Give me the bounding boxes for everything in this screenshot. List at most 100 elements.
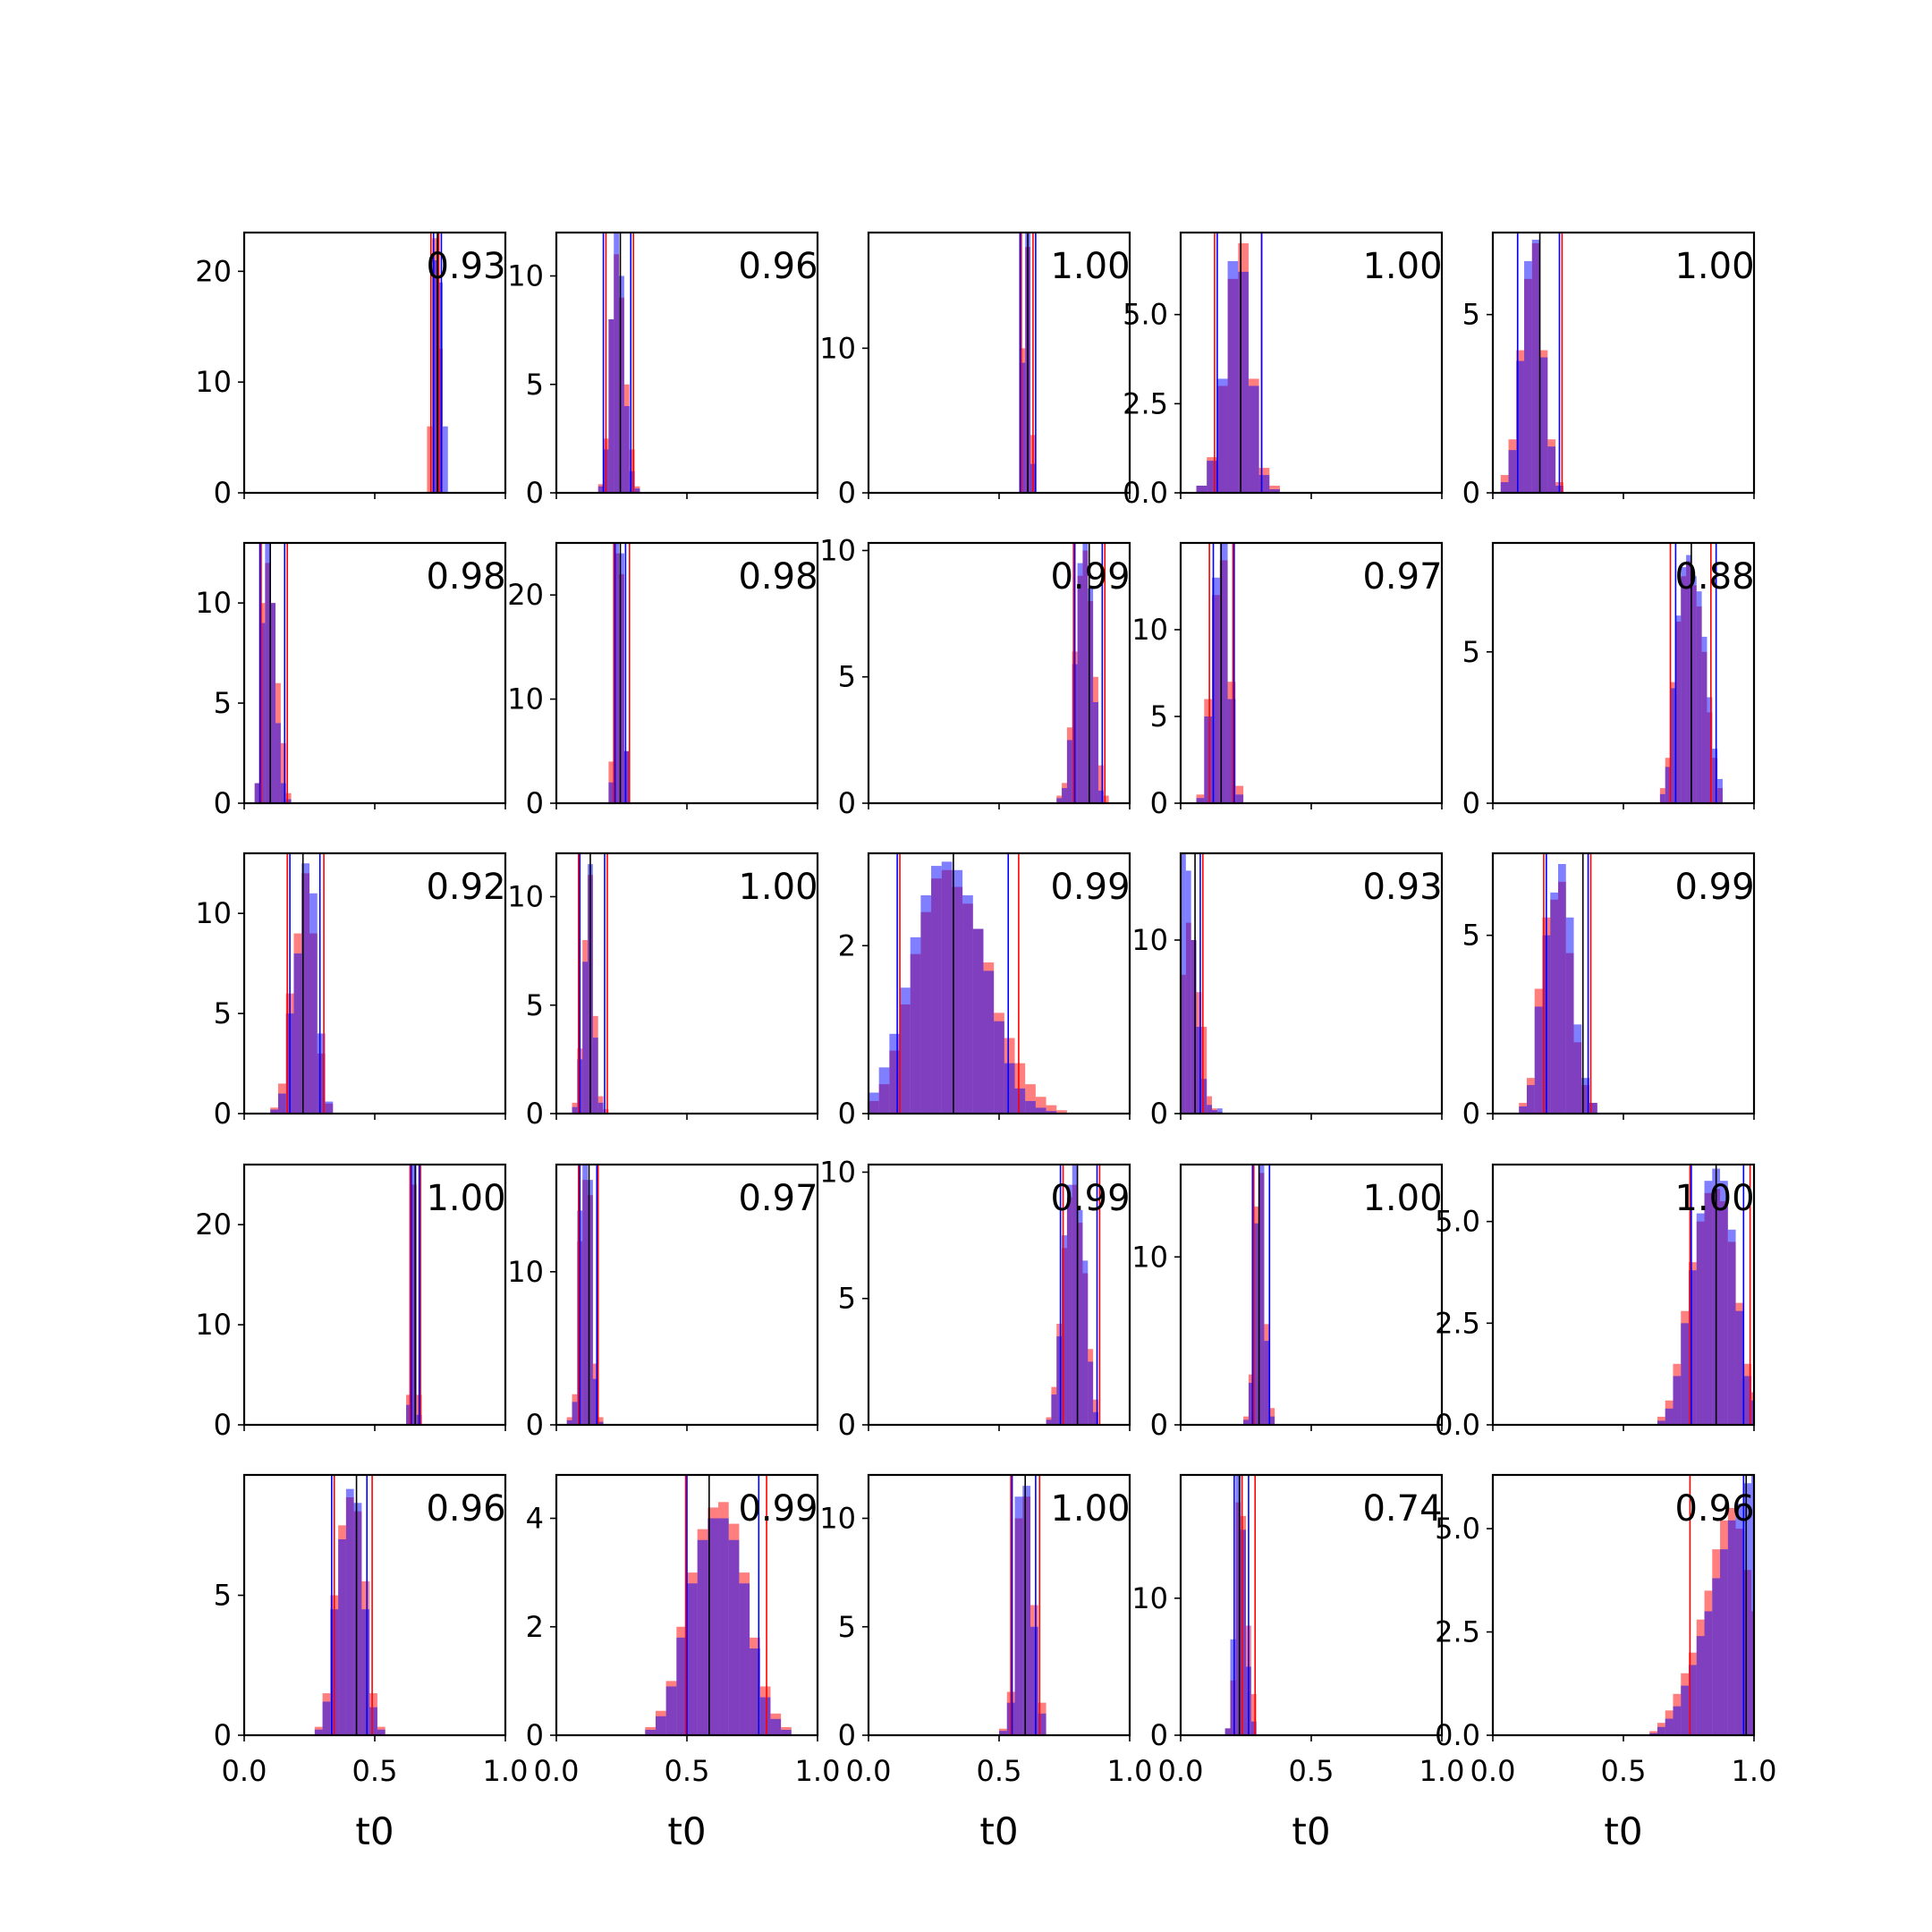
blue-bar: [1248, 386, 1259, 493]
blue-bar: [1258, 1165, 1265, 1425]
y-tick-label: 0: [526, 1408, 544, 1442]
blue-bar: [1196, 798, 1205, 803]
subplot-3-2: 0 5 10 1.00: [507, 852, 819, 1131]
blue-bar: [629, 470, 635, 493]
blue-bar: [1088, 1361, 1094, 1425]
red-bar: [1097, 765, 1104, 803]
blue-bar: [277, 1093, 286, 1114]
blue-bar: [1689, 1270, 1697, 1425]
blue-bar: [572, 1402, 578, 1425]
blue-bar: [345, 1488, 354, 1735]
plot-area: [1243, 1165, 1275, 1425]
y-tick-label: 0: [526, 786, 544, 820]
blue-bar: [1589, 1103, 1597, 1114]
blue-bar: [314, 1729, 323, 1735]
red-bar: [285, 792, 292, 803]
plot-area: [1519, 853, 1597, 1114]
y-tick-label: 0: [1462, 476, 1480, 510]
blue-bar: [1500, 482, 1509, 493]
blue-bar: [889, 1033, 901, 1114]
plot-area: [597, 233, 640, 493]
red-bar: [1056, 1110, 1067, 1114]
y-tick-label: 2: [526, 1610, 544, 1644]
subplot-2-2: 0 10 20 0.98: [507, 541, 819, 820]
blue-bar: [1704, 1611, 1713, 1735]
panel-score-label: 0.99: [738, 1488, 818, 1530]
blue-bar: [1524, 260, 1532, 493]
blue-bar: [1696, 591, 1702, 803]
blue-bar: [572, 1106, 578, 1114]
blue-bar: [1062, 1235, 1067, 1425]
blue-bar: [1035, 1107, 1046, 1114]
y-tick-label: 0: [214, 1718, 232, 1752]
blue-bar: [1093, 701, 1098, 803]
y-tick-label: 0: [838, 1408, 856, 1442]
subplot-2-4: 0 5 10 0.97: [1131, 541, 1444, 820]
blue-bar: [1072, 1165, 1078, 1425]
blue-bar: [608, 782, 614, 803]
blue-bar: [1673, 1706, 1682, 1735]
blue-bar: [1516, 360, 1525, 493]
blue-bar: [1696, 1636, 1705, 1735]
blue-bar: [1550, 892, 1558, 1114]
blue-bar: [1657, 1420, 1665, 1425]
blue-bar: [442, 426, 448, 493]
y-tick-label: 0: [838, 476, 856, 510]
blue-bar: [1704, 1181, 1713, 1425]
blue-bar: [770, 1718, 782, 1735]
y-tick-label: 5.0: [1123, 298, 1168, 332]
blue-bar: [1066, 740, 1072, 803]
blue-bar: [1088, 588, 1094, 803]
blue-bar: [962, 894, 973, 1114]
blue-bar: [1014, 1088, 1026, 1114]
plot-area: [572, 853, 609, 1114]
blue-bar: [1191, 940, 1197, 1114]
plot-area: [999, 1475, 1046, 1735]
blue-bar: [614, 543, 620, 803]
y-tick-label: 4: [526, 1502, 544, 1536]
blue-bar: [325, 1101, 334, 1114]
y-tick-label: 5: [526, 988, 544, 1022]
blue-bar: [582, 1165, 589, 1425]
panel-score-label: 0.99: [1050, 1178, 1130, 1219]
subplot-4-5: 0.0 2.5 5.0 1.00: [1435, 1163, 1756, 1442]
red-bar: [603, 1109, 609, 1114]
blue-bar: [931, 866, 942, 1114]
blue-bar: [708, 1518, 719, 1735]
blue-bar: [1181, 853, 1186, 1114]
blue-bar: [1201, 1079, 1208, 1114]
blue-bar: [665, 1686, 677, 1735]
plot-area: [1196, 543, 1244, 803]
blue-bar: [592, 1038, 598, 1114]
x-tick-label: 1.0: [795, 1754, 841, 1788]
blue-bar: [1227, 260, 1239, 493]
blue-bar: [1670, 688, 1676, 803]
blue-bar: [1056, 1336, 1063, 1425]
panel-score-label: 0.96: [1674, 1488, 1754, 1530]
blue-bar: [972, 928, 984, 1114]
panel-score-label: 1.00: [1050, 1488, 1130, 1530]
blue-bar: [1093, 1411, 1098, 1425]
y-tick-label: 5: [1462, 635, 1480, 669]
blue-bar: [1185, 870, 1191, 1114]
panel-score-label: 1.00: [426, 1178, 505, 1219]
blue-bar: [1082, 1260, 1089, 1425]
blue-bar: [1712, 1578, 1721, 1735]
y-tick-label: 0: [526, 1097, 544, 1131]
blue-bar: [293, 953, 302, 1114]
y-tick-label: 0: [1462, 1097, 1480, 1131]
y-tick-label: 5.0: [1435, 1512, 1480, 1546]
blue-bar: [597, 1421, 604, 1425]
blue-bar: [411, 1165, 417, 1425]
subplot-5-5: 0.0 2.5 5.0 0.0 0.5 1.0 0.96: [1435, 1473, 1776, 1788]
subplot-5-3: 0 5 10 0.0 0.5 1.0 1.00: [819, 1473, 1152, 1788]
blue-bar: [1701, 636, 1707, 803]
plot-area: [406, 1165, 422, 1425]
blue-bar: [687, 1583, 698, 1735]
blue-bar: [1238, 271, 1249, 493]
blue-bar: [697, 1539, 708, 1735]
blue-bar: [910, 936, 921, 1114]
blue-bar: [952, 869, 963, 1114]
x-tick-label: 1.0: [483, 1754, 529, 1788]
y-tick-label: 5.0: [1435, 1205, 1480, 1239]
